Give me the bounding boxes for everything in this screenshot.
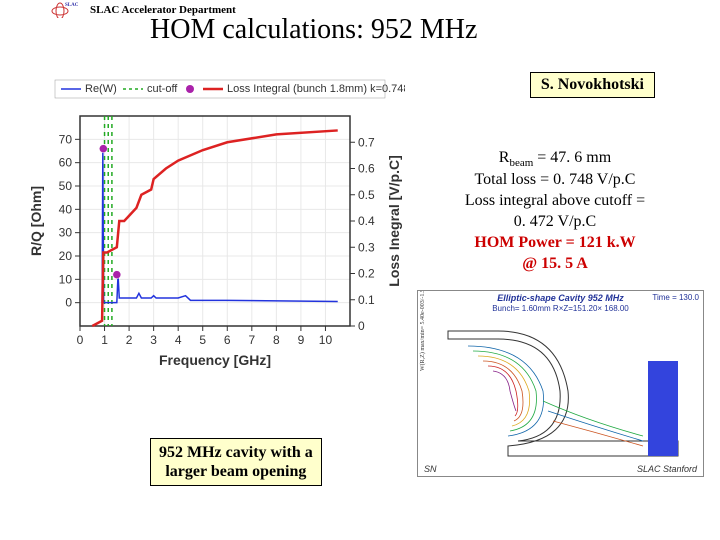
- svg-text:0: 0: [65, 296, 72, 310]
- svg-text:7: 7: [248, 333, 255, 347]
- svg-text:0.1: 0.1: [358, 293, 375, 307]
- field-plot: Elliptic-shape Cavity 952 MHz Bunch= 1.6…: [417, 290, 704, 477]
- svg-text:cut-off: cut-off: [147, 83, 178, 95]
- rq-loss-chart: 0 1 2 3 4 5 6 7 8 9 10 0 10 20 30 40 50 60 70 0 0.1 0.2 0.3 0.4…: [25, 76, 405, 371]
- svg-text:0.6: 0.6: [358, 162, 375, 176]
- svg-text:0.3: 0.3: [358, 240, 375, 254]
- svg-text:9: 9: [298, 333, 305, 347]
- author-box: S. Novokhotski: [530, 72, 655, 98]
- svg-text:40: 40: [59, 202, 73, 216]
- svg-text:70: 70: [59, 132, 73, 146]
- svg-text:Re(W): Re(W): [85, 83, 117, 95]
- cavity-label: 952 MHz cavity with alarger beam opening: [150, 438, 322, 486]
- svg-text:8: 8: [273, 333, 280, 347]
- svg-text:4: 4: [175, 333, 182, 347]
- svg-text:1: 1: [101, 333, 108, 347]
- svg-text:W(R,Z) max/min= 5.40e-003/-1.5: W(R,Z) max/min= 5.40e-003/-1.50e-004: [419, 291, 426, 371]
- svg-text:3: 3: [150, 333, 157, 347]
- svg-text:5: 5: [199, 333, 206, 347]
- results-text: Rbeam = 47. 6 mm Total loss = 0. 748 V/p…: [410, 148, 700, 274]
- slac-logo: SLAC: [50, 0, 80, 18]
- svg-text:SLAC: SLAC: [65, 3, 79, 8]
- svg-text:30: 30: [59, 226, 73, 240]
- svg-text:10: 10: [319, 333, 333, 347]
- svg-text:6: 6: [224, 333, 231, 347]
- svg-text:0.4: 0.4: [358, 214, 375, 228]
- svg-text:0.2: 0.2: [358, 267, 375, 281]
- svg-text:0: 0: [77, 333, 84, 347]
- svg-text:50: 50: [59, 179, 73, 193]
- svg-text:10: 10: [59, 272, 73, 286]
- svg-text:60: 60: [59, 156, 73, 170]
- svg-text:2: 2: [126, 333, 133, 347]
- svg-text:Loss Integral (bunch 1.8mm) k=: Loss Integral (bunch 1.8mm) k=0.748V/pC: [227, 83, 405, 95]
- svg-text:0: 0: [358, 319, 365, 333]
- svg-text:0.7: 0.7: [358, 135, 375, 149]
- field-contours: W(R,Z) max/min= 5.40e-003/-1.50e-004: [418, 291, 703, 476]
- svg-text:Loss Inegral [V/p.C]: Loss Inegral [V/p.C]: [386, 155, 402, 286]
- svg-text:0.5: 0.5: [358, 188, 375, 202]
- svg-text:20: 20: [59, 249, 73, 263]
- page-title: HOM calculations: 952 MHz: [150, 14, 477, 46]
- svg-text:Frequency [GHz]: Frequency [GHz]: [159, 352, 271, 368]
- svg-text:R/Q [Ohm]: R/Q [Ohm]: [28, 186, 44, 256]
